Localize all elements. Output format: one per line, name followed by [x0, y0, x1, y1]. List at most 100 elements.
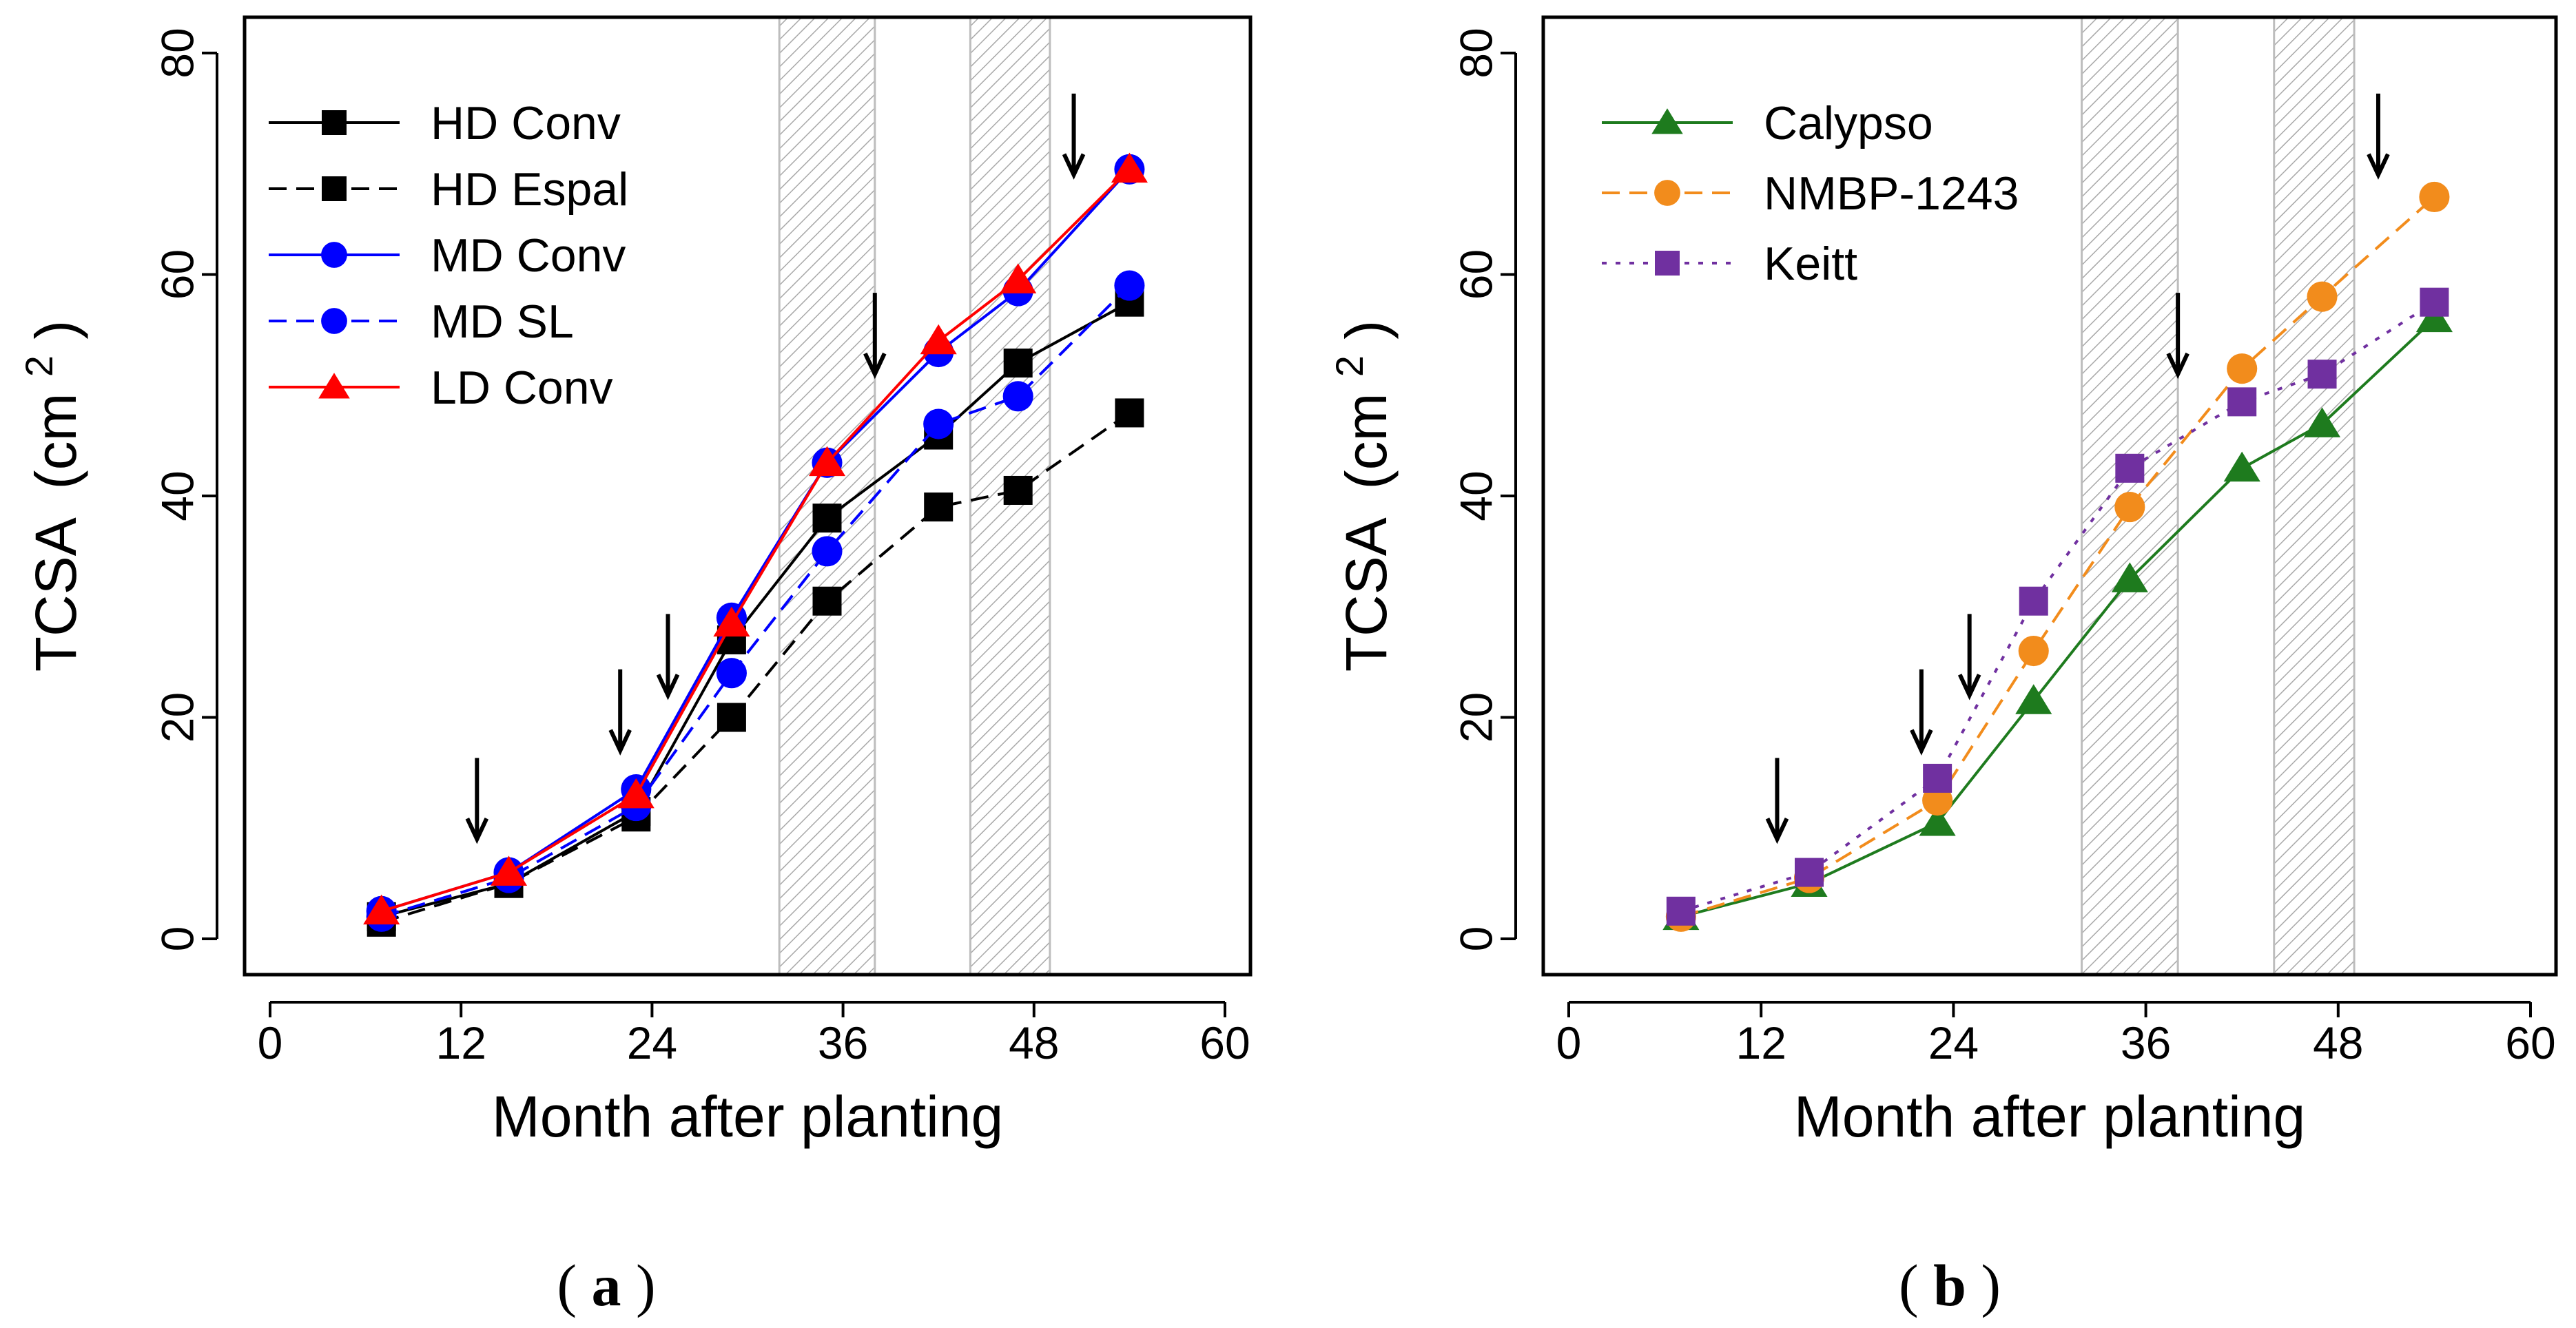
- legend-marker: [322, 176, 347, 201]
- y-tick-label: 20: [152, 692, 203, 743]
- caption-close-paren: ): [636, 1252, 656, 1318]
- x-tick-label: 12: [435, 1017, 486, 1068]
- x-tick-label: 12: [1735, 1017, 1786, 1068]
- legend-label: NMBP-1243: [1764, 167, 2019, 220]
- data-point: [490, 855, 528, 886]
- pruning-arrow: [1910, 669, 1933, 756]
- data-point: [716, 658, 747, 689]
- data-point: [1003, 349, 1033, 378]
- data-point: [713, 606, 750, 637]
- x-tick-label: 60: [2505, 1017, 2555, 1068]
- legend: Calypso NMBP-1243 Keitt: [1602, 97, 2019, 290]
- data-point: [2415, 302, 2453, 333]
- plot-frame: [243, 15, 1253, 977]
- pruning-arrow: [656, 614, 680, 701]
- plot-frame: [1541, 15, 2558, 977]
- data-point: [2223, 451, 2260, 482]
- data-point: [812, 586, 842, 616]
- data-point: [2420, 287, 2449, 317]
- data-point: [923, 408, 954, 439]
- y-axis-label: TCSA (cm 2 ): [0, 320, 88, 672]
- panel-a: 0 12 24 36 48 60 0 20 40 60 80 HD Conv HD Espal MD C…: [0, 15, 1253, 1318]
- panel-b: 0 12 24 36 48 60 0 20 40 60 80 Calypso NMBP-1243 Kei…: [1310, 15, 2558, 1318]
- legend-label: Keitt: [1764, 238, 1857, 290]
- data-point: [2015, 684, 2052, 714]
- y-tick-label: 0: [152, 926, 203, 952]
- x-axis-label: Month after planting: [1794, 1084, 2305, 1149]
- y-axis-label-close: ): [23, 320, 88, 340]
- data-point: [2419, 181, 2450, 213]
- legend-marker: [1651, 108, 1683, 134]
- legend-label: LD Conv: [431, 362, 613, 414]
- pruning-arrow: [2367, 93, 2390, 180]
- y-tick-label: 60: [1450, 249, 1501, 300]
- legend-entry: MD SL: [269, 295, 574, 348]
- legend-marker: [318, 373, 350, 399]
- y-tick-label: 80: [152, 28, 203, 78]
- x-tick-label: 48: [2313, 1017, 2363, 1068]
- data-point: [812, 536, 843, 567]
- x-tick-label: 0: [258, 1017, 283, 1068]
- legend-label: MD SL: [431, 295, 574, 348]
- y-tick-label: 80: [1450, 28, 1501, 78]
- legend-marker: [321, 308, 347, 334]
- y-tick-label: 0: [1450, 926, 1501, 952]
- data-point: [2115, 453, 2145, 483]
- caption-close-paren: ): [1981, 1252, 2001, 1318]
- caption-letter: b: [1933, 1252, 1966, 1318]
- x-tick-label: 48: [1009, 1017, 1059, 1068]
- data-point: [617, 778, 655, 809]
- pruning-arrow: [1957, 614, 1981, 701]
- data-point: [812, 504, 842, 533]
- data-point: [1115, 398, 1144, 428]
- legend-marker: [1654, 180, 1680, 206]
- legend-entry: MD Conv: [269, 229, 626, 282]
- y-axis-label-unit: (cm: [1334, 393, 1399, 490]
- data-point: [1003, 475, 1033, 505]
- data-point: [1919, 806, 1956, 836]
- data-point: [2019, 586, 2048, 616]
- shaded-period-2: [2273, 16, 2356, 976]
- legend-marker: [322, 110, 347, 135]
- y-tick-label: 40: [152, 470, 203, 521]
- data-point: [808, 446, 846, 477]
- caption-open-paren: (: [557, 1252, 577, 1318]
- data-point: [2114, 492, 2145, 523]
- data-point: [1111, 152, 1148, 183]
- legend-entry: LD Conv: [269, 362, 613, 414]
- x-tick-label: 24: [1928, 1017, 1979, 1068]
- pruning-arrow: [2166, 293, 2189, 380]
- y-axis-label-sup: 2: [17, 355, 61, 377]
- legend-label: HD Conv: [431, 97, 621, 149]
- y-tick-label: 60: [152, 249, 203, 300]
- data-point: [1795, 858, 1824, 887]
- y-axis-label-sup: 2: [1328, 355, 1371, 377]
- y-axis-label-name: TCSA: [1334, 517, 1399, 672]
- y-axis-label: TCSA (cm 2 ): [1310, 320, 1399, 672]
- legend-entry: HD Espal: [269, 163, 628, 216]
- data-point: [717, 703, 746, 732]
- legend-marker: [1655, 251, 1680, 276]
- series-keitt: [1666, 287, 2449, 926]
- panel-caption: ( a ): [557, 1252, 655, 1318]
- data-point: [2111, 562, 2148, 592]
- series-ld-conv: [363, 152, 1148, 925]
- data-point: [1114, 270, 1145, 301]
- legend-label: HD Espal: [431, 163, 628, 216]
- data-point: [2307, 281, 2338, 312]
- legend-marker: [321, 242, 347, 268]
- y-axis-label-close: ): [1334, 320, 1399, 340]
- y-tick-label: 40: [1450, 470, 1501, 521]
- data-point: [1002, 381, 1033, 412]
- x-axis-label: Month after planting: [492, 1084, 1003, 1149]
- x-tick-label: 36: [2121, 1017, 2171, 1068]
- caption-open-paren: (: [1899, 1252, 1919, 1318]
- pruning-arrow: [1765, 758, 1789, 844]
- legend-entry: NMBP-1243: [1602, 167, 2019, 220]
- pruning-arrow: [863, 293, 887, 380]
- data-point: [2227, 353, 2258, 384]
- y-axis-label-name: TCSA: [23, 517, 88, 672]
- data-point: [1666, 896, 1696, 926]
- data-point: [1923, 763, 1952, 793]
